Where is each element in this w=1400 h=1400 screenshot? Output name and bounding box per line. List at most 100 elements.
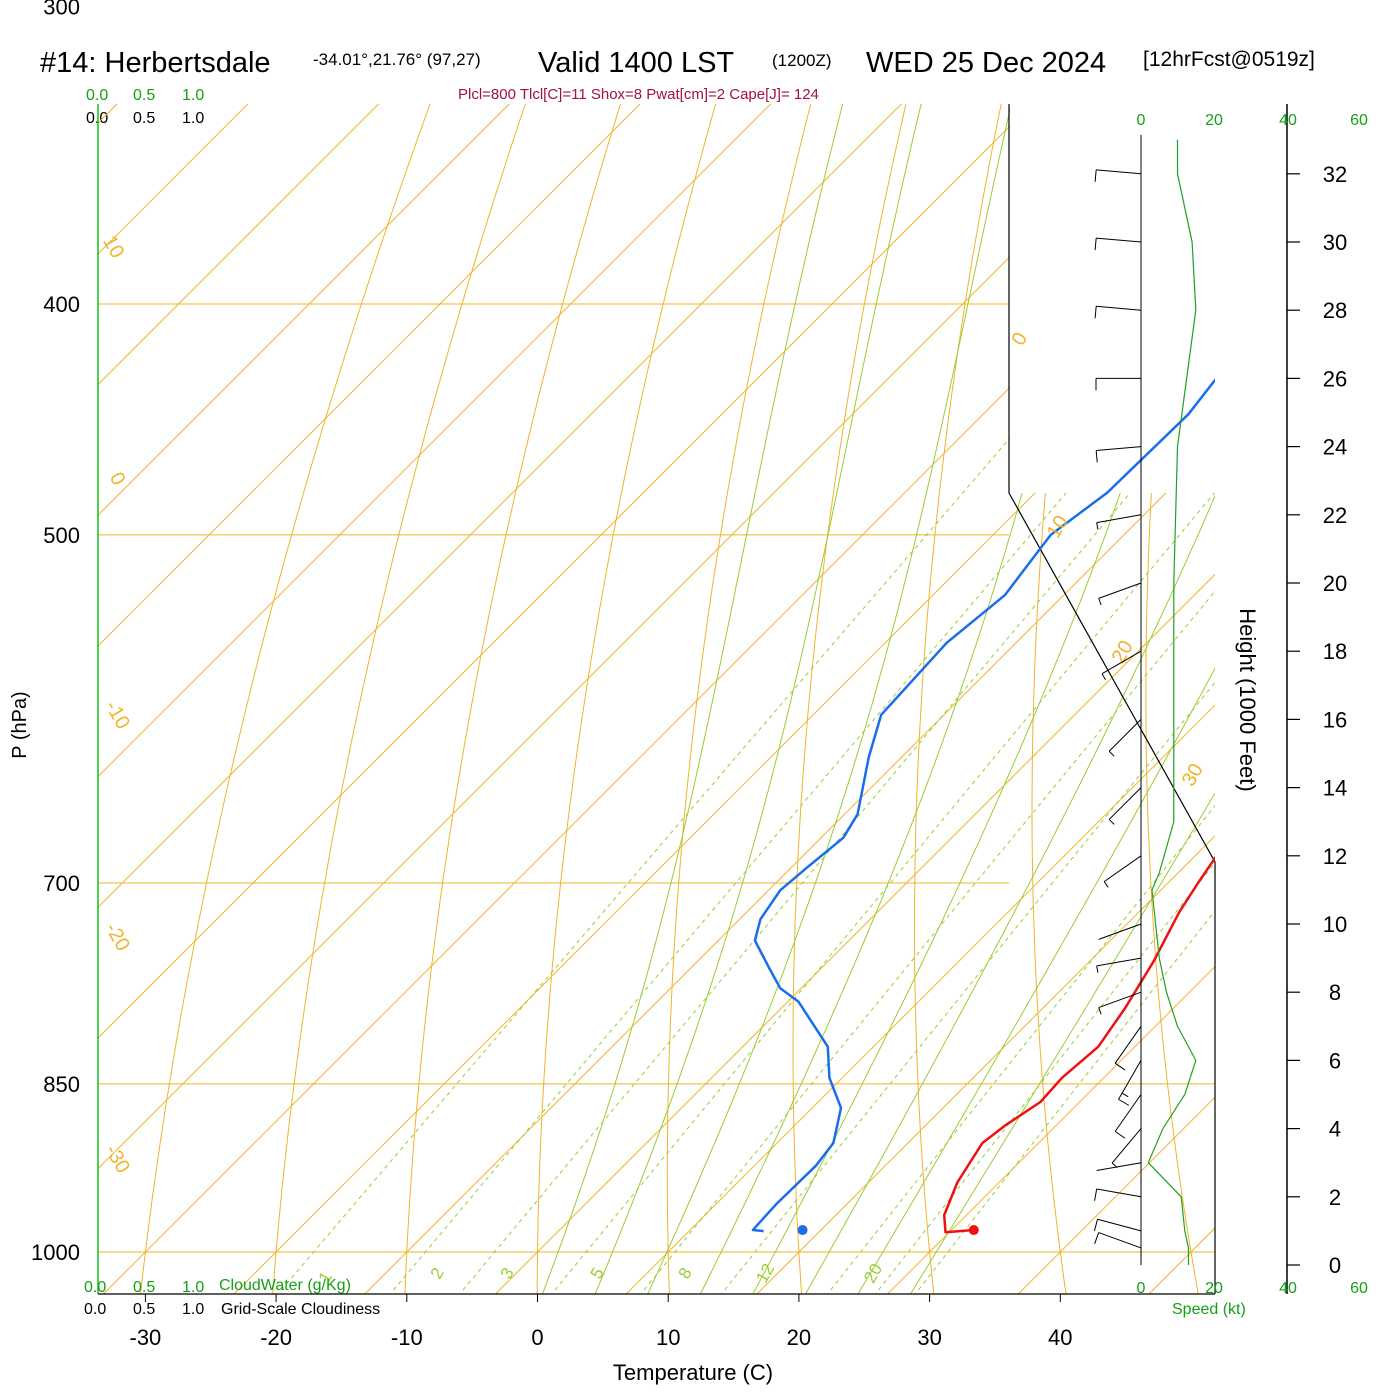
wind-barb [1096,957,1142,973]
wind-barb-flag [1096,965,1099,973]
mixing-ratio-line [389,317,1215,1294]
bottom-cloudwater-scale: 0.0 0.5 1.0 CloudWater (g/Kg) [84,1277,351,1296]
wind-barb-flag [1098,1007,1102,1015]
wind-barb [1095,377,1141,391]
isotherm-line [98,104,903,909]
wind-panel [1093,135,1197,1265]
isotherm-line [494,573,1215,1294]
wind-barb [1094,305,1142,319]
isotherm-line [102,181,1215,1294]
wind-barb-staff [1096,1162,1142,1172]
wind-barb-flag [1114,1062,1126,1071]
wind-barb-staff [1098,582,1142,599]
x-tick-label: 0 [531,1325,543,1350]
wind-barb [1114,1094,1142,1139]
top-cloudwater-scale: 0.0 0.5 1.0 [86,87,204,104]
speed-tick: 40 [1279,112,1297,129]
wind-barb [1098,991,1142,1015]
station-title: #14: Herbertsdale [40,47,271,79]
cloudwater-label: CloudWater (g/Kg) [219,1277,351,1294]
sounding-curves [751,378,1215,1236]
height-tick-label: 16 [1323,707,1347,732]
speed-tick: 20 [1205,112,1223,129]
wind-barb [1096,514,1142,530]
moist-adiabat [541,104,844,1294]
x-tick-label: -20 [260,1325,292,1350]
speed-tick: 0 [1137,112,1146,129]
x-tick-label: 20 [787,1325,811,1350]
pressure-label: 700 [43,871,80,896]
bottom-green-tick: 1.0 [182,1279,204,1296]
moist-adiabat [909,792,1215,1294]
height-tick-label: 12 [1323,844,1347,869]
speed-tick: 60 [1350,1280,1368,1297]
wind-barb-staff [1101,650,1142,675]
height-tick-label: 22 [1323,503,1347,528]
wind-barb-flag [1121,1092,1129,1098]
wind-barb-staff [1096,169,1142,175]
valid-date: WED 25 Dec 2024 [866,47,1106,79]
wind-barb-flag [1094,1232,1100,1245]
wind-barb-staff [1096,446,1142,452]
isotherm-line [233,312,1215,1294]
isotherm-line [886,965,1215,1294]
height-tick-label: 18 [1323,639,1347,664]
isotherm-label: 0 [105,469,130,490]
height-tick-label: 4 [1329,1117,1341,1142]
dry-adiabat [666,104,812,1294]
mixing-ratio-label: 20 [860,1260,886,1286]
wind-barb-flag [1095,450,1098,463]
thermo-grid [98,104,1215,1294]
valid-time: Valid 1400 LST [538,47,734,79]
mixing-ratio-label: 2 [427,1264,448,1282]
wind-barb-staff [1114,1026,1142,1064]
wind-barb [1098,923,1142,940]
wind-speed-line [1147,139,1197,1265]
wind-barb-staff [1114,1094,1142,1132]
wind-barb-flag [1094,169,1097,182]
pressure-label: 300 [43,0,80,19]
top-green-tick: 0.5 [133,87,155,104]
wind-barb-flag [1101,673,1106,681]
wind-barb-flag [1108,819,1115,825]
top-black-tick: 0.5 [133,110,155,127]
isotherm-line [364,443,1215,1294]
wind-barb [1103,855,1142,888]
mixing-ratio-line [826,805,1215,1294]
height-panel-border [1008,104,1216,1294]
wind-barb-staff [1096,305,1142,311]
wind-barb-flag [1111,1162,1118,1168]
height-panel-mask [1010,104,1215,493]
wind-barb-staff [1096,957,1142,967]
wind-barb [1114,1026,1142,1071]
wind-barb [1096,1162,1142,1172]
isotherm-line [98,104,1033,1039]
parcel-parameters: Plcl=800 Tlcl[C]=11 Shox=8 Pwat[cm]=2 Ca… [458,86,819,103]
isotherm-label: 20 [1108,637,1138,667]
wind-barb-staff [1111,1128,1142,1164]
height-tick-label: 10 [1323,912,1347,937]
wind-barb-flag [1094,238,1097,251]
cloudiness-label: Grid-Scale Cloudiness [221,1301,380,1318]
dry-adiabat [272,104,526,1294]
height-tick-label: 6 [1329,1048,1341,1073]
pressure-label: 500 [43,523,80,548]
y-axis-title: P (hPa) [9,691,31,758]
top-cloudiness-scale: 0.0 0.5 1.0 [86,110,204,127]
wind-barb [1101,650,1142,681]
wind-barb-flag [1114,1130,1126,1139]
wind-barb [1108,719,1142,757]
top-green-tick: 1.0 [182,87,204,104]
bottom-green-tick: 0.5 [133,1279,155,1296]
x-tick-label: 40 [1048,1325,1072,1350]
speed-scale-bottom: 0 20 40 60 Speed (kt) [1137,1280,1368,1318]
wind-barb-staff [1098,991,1142,1009]
wind-barb-flag [1094,1188,1098,1201]
dewpoint-line [751,378,1215,1233]
wind-barb-staff [1103,855,1142,883]
dry-adiabat [139,104,431,1294]
height-axis-title: Height (1000 Feet) [1235,608,1260,791]
mixing-ratio-line [720,681,1215,1294]
pressure-label: 1000 [31,1240,80,1265]
wind-barb-staff [1096,237,1142,243]
